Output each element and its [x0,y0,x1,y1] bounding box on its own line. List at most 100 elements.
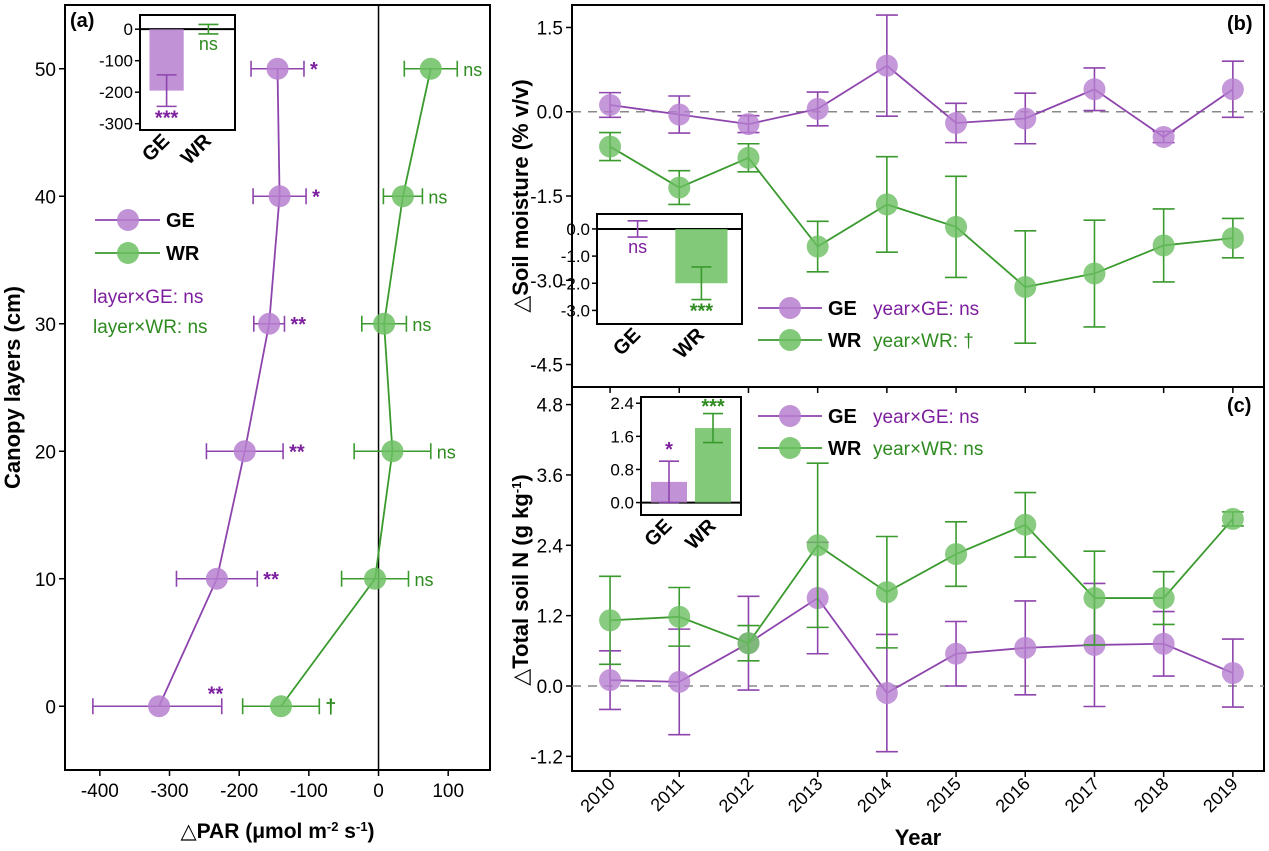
panel-c-xtick-label: 2011 [647,774,689,816]
panel-a-sig-label: ** [290,314,306,336]
panel-a-point-ge [205,567,228,590]
panel-a-xtick-label: -400 [81,781,119,802]
panel-c-frame [571,386,1265,772]
panel-c-inset-ytick-label: 0.0 [610,494,634,513]
panel-c-y-axis-title: △Total soil N (g kg-1) [508,474,533,685]
panel-b-legend-note: year×GE: ns [873,299,979,320]
panel-b-inset-category-label: WR [670,324,710,364]
panel-c-xtick-label: 2010 [576,774,618,816]
panel-b: (b)1.50.0-1.5-3.0-4.5△Soil moisture (% v… [508,4,1265,393]
panel-b-label: (b) [1227,13,1253,35]
panel-a-sig-label: * [310,59,318,81]
panel-c-inset-ytick-label: 0.8 [610,460,634,479]
panel-a-sig-label: ** [289,441,305,463]
panel-a-inset-ytick-label: -200 [99,83,133,102]
panel-a-xtick-label: -300 [150,781,188,802]
panel-b-point-ge [806,97,829,120]
panel-c-inset-ytick-label: 2.4 [610,394,634,413]
panel-b-point-wr [806,235,829,258]
panel-c-point-ge [668,670,691,693]
panel-b-ytick-label: -3.0 [530,271,563,292]
panel-c-ytick-label: -1.2 [530,747,563,768]
panel-c-point-ge [1221,662,1244,685]
panel-a-x-axis-title: △PAR (μmol m-2 s-1) [180,819,374,844]
panel-a-ytick-label: 40 [35,187,56,208]
panel-c-legend-marker [779,405,801,427]
panel-c-point-wr [1014,513,1037,536]
panel-a-ytick-label: 50 [35,60,56,81]
panel-a-ytick-label: 30 [35,315,56,336]
panel-c-point-wr [1083,587,1106,610]
panel-c-inset-category-label: WR [681,515,721,555]
panel-b-point-wr [945,215,968,238]
panel-b-y-axis-title: △Soil moisture (% v/v) [508,79,533,312]
panel-a-inset-category-label: GE [138,130,174,166]
panel-b-legend-marker [779,297,801,319]
panel-b-point-wr [1083,262,1106,285]
panel-c-legend-label: GE [828,406,857,428]
panel-a-ytick-label: 0 [45,697,56,718]
panel-b-point-ge [737,113,760,136]
panel-c-xtick-label: 2016 [992,774,1034,816]
panel-a-xtick-label: 100 [432,781,464,802]
panel-c-point-wr [875,581,898,604]
panel-b-legend-marker [779,329,801,351]
panel-b-point-ge [1152,126,1175,149]
panel-b-inset-sig-label: ns [628,237,647,257]
panel-b-point-wr [1152,234,1175,257]
panel-c-legend-note: year×WR: ns [873,439,983,460]
panel-c-legend-label: WR [828,438,862,460]
panel-a-point-ge [258,312,281,335]
panel-b-ytick-label: 0.0 [537,103,563,124]
panel-a-point-wr [373,312,396,335]
panel-a-xtick-label: -200 [220,781,258,802]
panel-a-ytick-label: 10 [35,570,56,591]
panel-a-ytick-label: 20 [35,442,56,463]
panel-a-sig-label: ns [428,187,447,207]
panel-a-point-ge [233,440,256,463]
panel-b-series-line-ge [609,64,1234,139]
panel-a-sig-label: ** [263,569,279,591]
panel-a-point-wr [269,695,292,718]
panel-c-point-wr [945,543,968,566]
panel-c-ytick-label: 0.0 [537,677,563,698]
panel-c-legend-marker [779,437,801,459]
panel-b-point-ge [599,93,622,116]
panel-b-point-ge [1014,107,1037,130]
panel-a-frame [64,4,491,771]
panel-a-sig-label: † [325,696,336,718]
panel-a-point-ge [148,695,171,718]
panel-a-inset-sig-label: *** [155,107,179,129]
panel-a-xtick-label: 0 [373,781,384,802]
panel-c-point-wr [737,632,760,655]
panel-b-point-wr [599,135,622,158]
panel-a-series-line-wr [280,68,432,707]
panel-b-point-wr [668,176,691,199]
panel-b-legend-note: year×WR: † [873,331,974,352]
panel-c-point-ge [1014,636,1037,659]
panel-a-sig-label: ns [463,60,482,80]
panel-c-legend-note: year×GE: ns [873,407,979,428]
panel-c-point-ge [875,682,898,705]
panel-a-annotation-ge: layer×GE: ns [93,287,203,308]
panel-c-point-ge [945,642,968,665]
panel-c-ytick-label: 4.8 [537,396,563,417]
panel-c-series-line-wr [610,518,1234,645]
panel-a-inset-sig-label: ns [199,34,218,54]
panel-c-point-ge [1152,632,1175,655]
panel-a-inset-ytick-label: 0 [124,20,133,39]
panel-a-legend-marker [117,209,139,231]
panel-c-xtick-label: 2013 [784,774,826,816]
panel-c-inset-ytick-label: 1.6 [610,427,634,446]
panel-c-inset-category-label: GE [641,515,677,551]
panel-b-inset-ytick-label: 0.0 [566,220,590,239]
panel-a-point-ge [268,185,291,208]
panel-b-point-wr [737,146,760,169]
panel-a-legend-label: GE [166,210,195,232]
panel-b-inset-ytick-label: -1.0 [561,247,590,266]
panel-b-legend-label: WR [828,330,862,352]
panel-a-annotation-wr: layer×WR: ns [93,317,208,338]
panel-a-sig-label: ** [208,683,224,705]
panel-b-ytick-label: -4.5 [530,356,563,377]
